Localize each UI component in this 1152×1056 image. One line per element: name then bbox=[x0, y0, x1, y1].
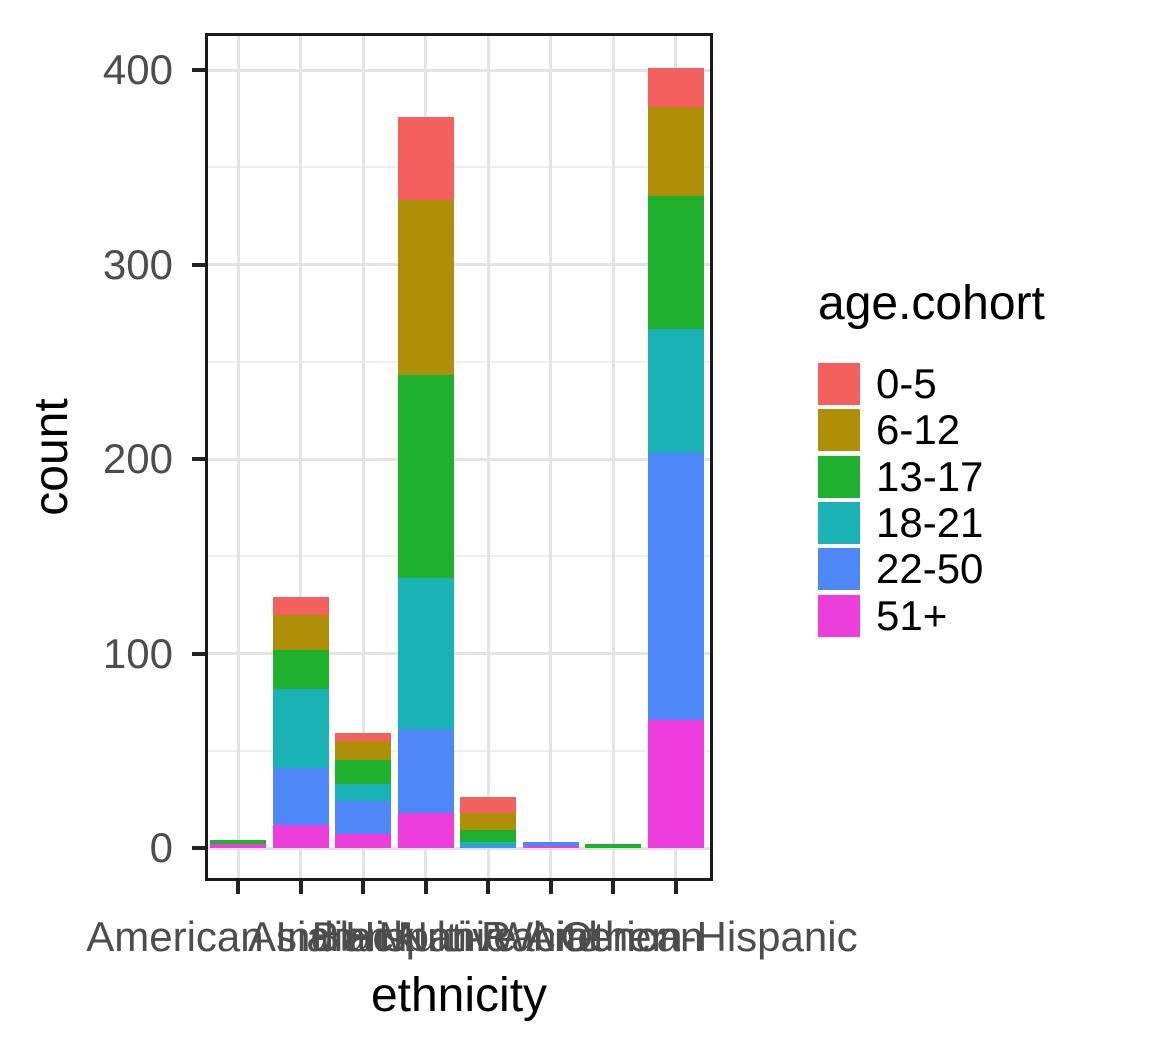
bar-segment bbox=[272, 824, 329, 848]
x-tick bbox=[361, 881, 365, 894]
bar-segment bbox=[522, 842, 579, 847]
bar-segment bbox=[210, 844, 266, 848]
gridline-major-x bbox=[236, 33, 240, 881]
bar-segment bbox=[272, 768, 329, 825]
x-tick bbox=[548, 881, 553, 894]
gridline-minor-y bbox=[205, 555, 713, 558]
bar-segment bbox=[647, 328, 704, 454]
bar-segment bbox=[335, 760, 391, 784]
bar-segment bbox=[647, 453, 704, 720]
x-tick-label: Black bbox=[311, 913, 415, 960]
x-tick bbox=[423, 881, 428, 894]
bar-segment bbox=[397, 577, 454, 730]
legend-swatch bbox=[818, 455, 860, 498]
bar-segment bbox=[272, 614, 329, 650]
x-tick-label: Other bbox=[560, 913, 666, 960]
bar-segment bbox=[397, 200, 454, 376]
x-axis-title: ethnicity bbox=[370, 969, 548, 1022]
bar-segment bbox=[460, 846, 516, 848]
gridline-minor-y bbox=[205, 749, 713, 752]
bar-segment bbox=[647, 719, 704, 848]
bar-segment bbox=[210, 840, 266, 845]
gridline-major-y bbox=[205, 846, 713, 850]
x-tick bbox=[611, 881, 615, 894]
gridline-major-x bbox=[486, 33, 490, 881]
bar-segment bbox=[460, 830, 516, 843]
legend-label: 6-12 bbox=[876, 406, 961, 454]
gridline-major-x bbox=[611, 33, 615, 881]
bar-segment bbox=[647, 68, 704, 107]
y-tick bbox=[192, 846, 205, 850]
x-tick-label: Asian bbox=[247, 913, 354, 960]
y-tick bbox=[192, 457, 205, 461]
legend-swatch bbox=[818, 548, 860, 591]
bar-segment bbox=[335, 801, 391, 835]
bar-segment bbox=[585, 844, 641, 848]
legend-label: 22-50 bbox=[876, 545, 984, 593]
legend-swatch bbox=[818, 409, 860, 452]
gridline-major-y bbox=[205, 457, 713, 461]
bar-segment bbox=[647, 196, 704, 329]
bar-segment bbox=[397, 729, 454, 813]
bar-segment bbox=[397, 812, 454, 848]
legend-swatch bbox=[818, 363, 860, 405]
x-tick-label: American Indian bbox=[86, 913, 390, 960]
x-tick bbox=[673, 881, 678, 894]
y-axis-title: count bbox=[25, 398, 78, 516]
legend-swatch bbox=[818, 502, 860, 545]
legend-title: age.cohort bbox=[818, 277, 1045, 330]
gridline-minor-y bbox=[205, 360, 713, 363]
bar-segment bbox=[460, 842, 516, 847]
x-tick-label: White non-Hispanic bbox=[493, 913, 858, 960]
gridline-major-y bbox=[205, 652, 713, 655]
bar-segment bbox=[335, 783, 391, 802]
legend-label: 13-17 bbox=[876, 452, 984, 500]
y-tick-label: 400 bbox=[102, 46, 173, 93]
panel-border-box bbox=[205, 33, 713, 881]
legend-label: 0-5 bbox=[876, 360, 937, 407]
x-tick-label: Multi-Racial bbox=[378, 913, 598, 960]
x-tick-label: Hispanic bbox=[344, 913, 507, 960]
bar-segment bbox=[272, 649, 329, 689]
legend-label: 18-21 bbox=[876, 499, 984, 547]
gridline-major-x bbox=[299, 33, 302, 881]
y-tick-label: 0 bbox=[149, 824, 173, 871]
bar-segment bbox=[460, 812, 516, 831]
bar-segment bbox=[335, 733, 391, 741]
bar-segment bbox=[272, 688, 329, 769]
bar-segment bbox=[522, 846, 579, 848]
gridline-major-x bbox=[361, 33, 365, 881]
x-tick bbox=[486, 881, 490, 894]
bar-segment bbox=[647, 106, 704, 197]
legend-swatch bbox=[818, 594, 860, 637]
gridline-major-y bbox=[205, 263, 713, 266]
y-tick-label: 200 bbox=[102, 435, 173, 482]
x-tick bbox=[236, 881, 240, 894]
x-tick bbox=[298, 881, 303, 894]
bar-segment bbox=[397, 116, 454, 201]
bar-segment bbox=[335, 834, 391, 848]
y-tick bbox=[192, 651, 205, 656]
x-tick-label: Native American bbox=[397, 913, 704, 960]
y-tick-label: 300 bbox=[102, 240, 173, 288]
gridline-minor-y bbox=[205, 166, 713, 169]
gridline-major-y bbox=[205, 68, 713, 72]
bar-segment bbox=[335, 741, 391, 761]
y-tick bbox=[192, 262, 205, 267]
gridline-major-x bbox=[549, 33, 552, 881]
y-tick-label: 100 bbox=[102, 629, 173, 677]
legend-label: 51+ bbox=[876, 591, 948, 639]
bar-segment bbox=[397, 375, 454, 578]
y-tick bbox=[192, 68, 205, 72]
bar-segment bbox=[460, 797, 516, 813]
bar-segment bbox=[272, 597, 329, 615]
